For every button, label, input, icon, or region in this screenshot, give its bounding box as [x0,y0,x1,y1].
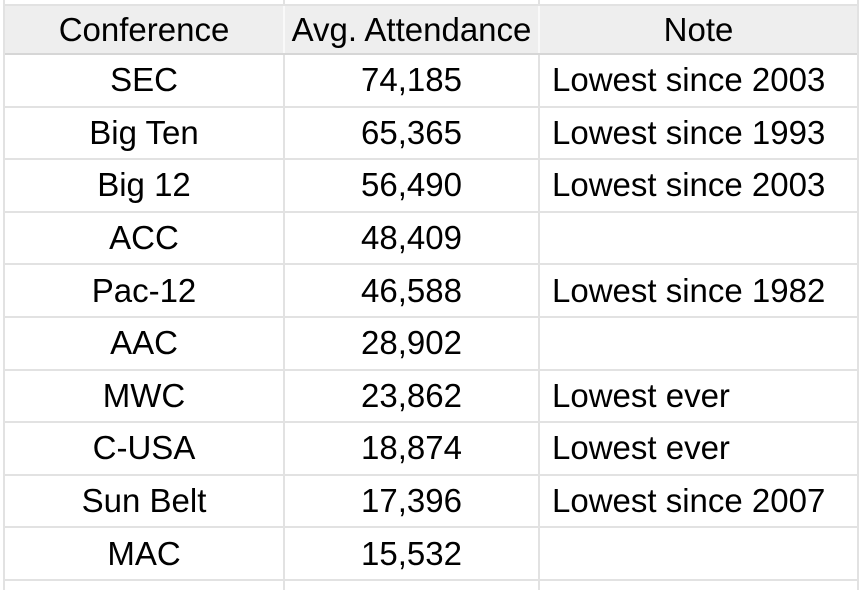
note-cell[interactable]: Lowest ever [552,429,730,467]
conference-cell[interactable]: C-USA [5,423,285,474]
partial-row-bottom [5,580,857,590]
table-row: Pac-12 46,588 Lowest since 1982 [5,265,857,318]
conference-cell[interactable]: Pac-12 [5,265,285,316]
attendance-cell[interactable]: 65,365 [285,107,540,159]
header-cell-avg-attendance[interactable]: Avg. Attendance [285,6,540,53]
header-cell-conference[interactable]: Conference [5,6,285,53]
table-row: MWC 23,862 Lowest ever [5,370,857,424]
partial-row-top [5,0,857,4]
conference-cell[interactable]: MWC [5,370,285,422]
attendance-cell[interactable]: 17,396 [285,475,540,527]
table-row: C-USA 18,874 Lowest ever [5,423,857,476]
note-cell[interactable] [540,318,857,369]
table-row: Sun Belt 17,396 Lowest since 2007 [5,475,857,529]
attendance-cell[interactable]: 28,902 [285,317,540,369]
note-cell[interactable] [540,213,857,264]
table-row: Big Ten 65,365 Lowest since 1993 [5,107,857,161]
attendance-cell[interactable]: 23,862 [285,370,540,422]
conference-cell[interactable]: SEC [5,55,285,106]
attendance-cell[interactable]: 18,874 [285,423,540,474]
table-row: ACC 48,409 [5,212,857,266]
note-cell[interactable]: Lowest since 1993 [552,113,826,151]
conference-cell[interactable]: ACC [5,212,285,264]
note-cell[interactable]: Lowest ever [552,376,730,414]
conference-cell[interactable]: Big 12 [5,160,285,211]
attendance-cell[interactable]: 15,532 [285,528,540,579]
note-cell[interactable]: Lowest since 1982 [552,271,826,309]
header-row: Conference Avg. Attendance Note [5,4,857,55]
conference-cell[interactable]: Sun Belt [5,475,285,527]
note-cell[interactable]: Lowest since 2007 [552,482,826,520]
attendance-cell[interactable]: 46,588 [285,265,540,316]
conference-cell[interactable]: Big Ten [5,107,285,159]
partial-cell [285,0,540,4]
partial-cell [5,0,285,4]
attendance-cell[interactable]: 56,490 [285,160,540,211]
note-cell[interactable]: Lowest since 2003 [552,61,826,99]
table-row: Big 12 56,490 Lowest since 2003 [5,160,857,213]
attendance-table: Conference Avg. Attendance Note SEC 74,1… [3,0,859,590]
partial-cell [5,580,285,590]
table-row: MAC 15,532 [5,528,857,581]
partial-cell [285,580,540,590]
partial-cell [540,581,857,590]
note-cell[interactable] [540,528,857,579]
attendance-cell[interactable]: 74,185 [285,55,540,106]
table-row: AAC 28,902 [5,317,857,371]
header-cell-note[interactable]: Note [663,10,734,48]
conference-cell[interactable]: AAC [5,317,285,369]
conference-cell[interactable]: MAC [5,528,285,579]
note-cell[interactable]: Lowest since 2003 [552,166,826,204]
table-row: SEC 74,185 Lowest since 2003 [5,55,857,108]
attendance-cell[interactable]: 48,409 [285,212,540,264]
